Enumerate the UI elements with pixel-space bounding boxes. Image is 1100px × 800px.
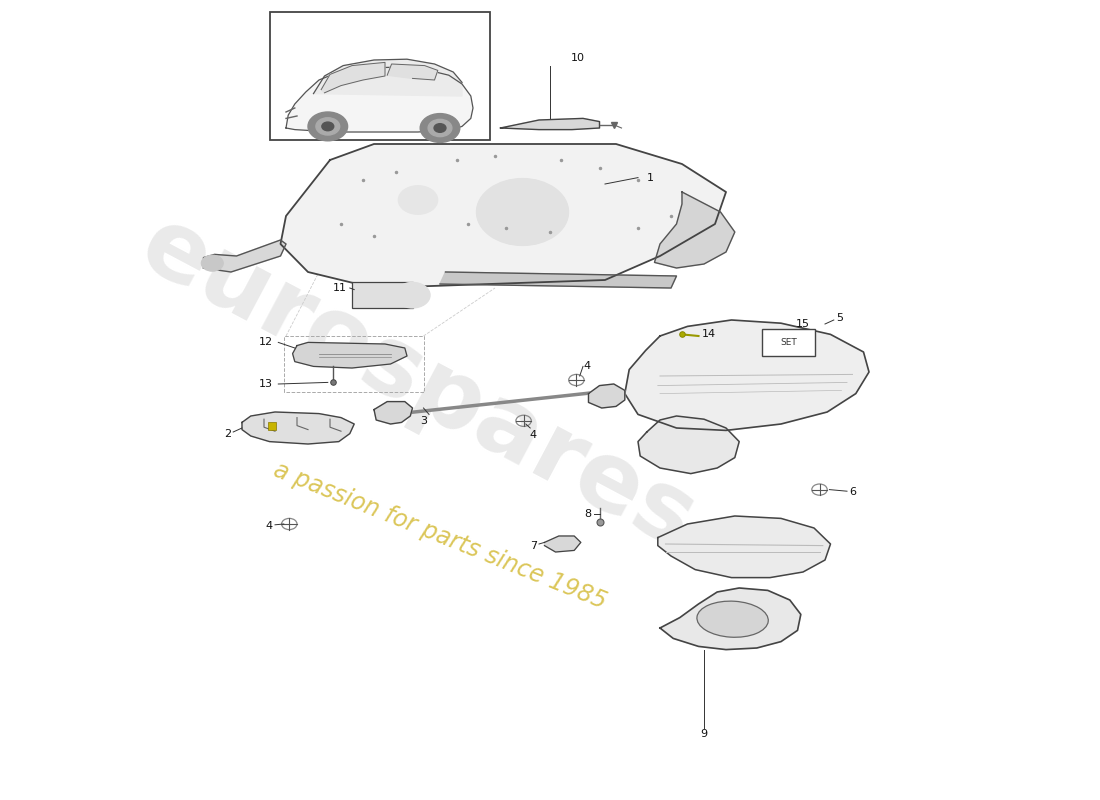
Polygon shape [658, 516, 830, 578]
Circle shape [308, 112, 348, 141]
Text: SET: SET [780, 338, 798, 347]
Text: 9: 9 [701, 730, 707, 739]
Polygon shape [625, 320, 869, 430]
Polygon shape [500, 118, 600, 130]
Text: 12: 12 [258, 338, 273, 347]
Polygon shape [654, 192, 735, 268]
Polygon shape [242, 412, 354, 444]
Polygon shape [280, 144, 726, 288]
Circle shape [428, 119, 452, 137]
Bar [352, 282, 412, 308]
Bar [762, 329, 815, 356]
Circle shape [476, 178, 569, 246]
Text: 11: 11 [332, 283, 346, 293]
Circle shape [395, 282, 430, 308]
Circle shape [398, 186, 438, 214]
Polygon shape [660, 588, 801, 650]
Text: 8: 8 [585, 509, 592, 518]
Text: a passion for parts since 1985: a passion for parts since 1985 [271, 458, 609, 614]
Text: 4: 4 [583, 362, 590, 371]
Text: 4: 4 [266, 521, 273, 530]
Polygon shape [440, 272, 676, 288]
Text: 3: 3 [420, 416, 427, 426]
Text: 7: 7 [530, 541, 537, 550]
Text: 5: 5 [836, 314, 843, 323]
Text: 14: 14 [702, 330, 716, 339]
Polygon shape [374, 402, 412, 424]
Bar [270, 12, 490, 140]
Ellipse shape [697, 601, 768, 638]
Text: 1: 1 [647, 173, 653, 182]
Polygon shape [293, 342, 407, 368]
Circle shape [434, 124, 446, 132]
Text: 4: 4 [530, 430, 537, 440]
Text: 2: 2 [224, 429, 231, 438]
Polygon shape [314, 59, 462, 96]
Text: 15: 15 [796, 319, 810, 329]
Polygon shape [204, 240, 286, 272]
Circle shape [420, 114, 460, 142]
Circle shape [316, 118, 340, 135]
Polygon shape [588, 384, 625, 408]
Circle shape [322, 122, 333, 130]
Text: 13: 13 [258, 379, 273, 389]
Polygon shape [321, 62, 385, 93]
Polygon shape [544, 536, 581, 552]
Circle shape [201, 255, 223, 271]
Polygon shape [286, 67, 473, 132]
Text: eurospares: eurospares [124, 198, 712, 570]
Text: 10: 10 [571, 53, 584, 62]
Polygon shape [387, 64, 438, 80]
Text: 6: 6 [849, 487, 856, 497]
Polygon shape [638, 416, 739, 474]
